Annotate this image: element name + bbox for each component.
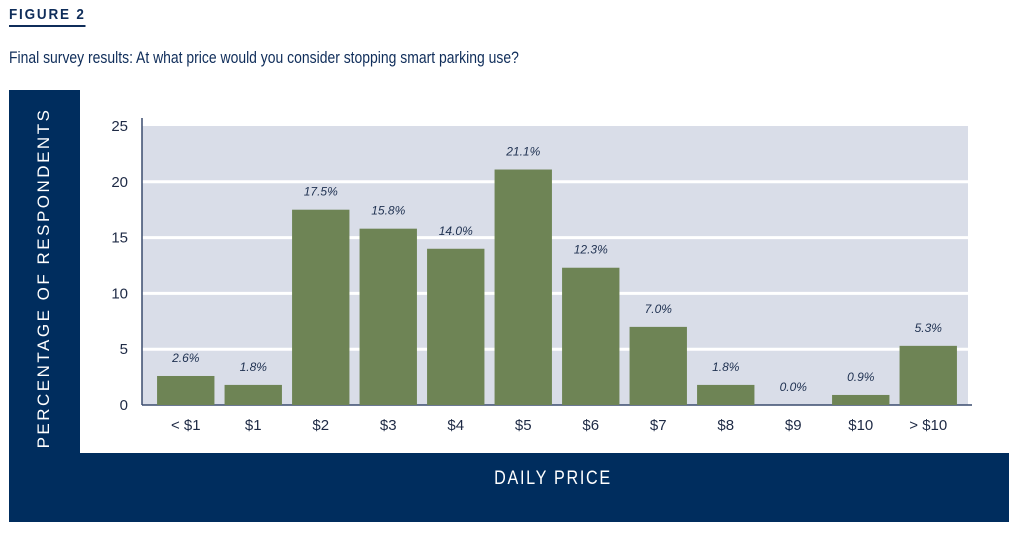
x-tick-label: $5	[515, 417, 532, 434]
bar	[427, 248, 485, 405]
data-label: 2.6%	[171, 351, 200, 365]
bar	[224, 384, 282, 405]
x-tick-label: $7	[650, 417, 667, 434]
data-label: 15.8%	[371, 204, 405, 218]
bar	[157, 375, 215, 405]
bar	[359, 228, 417, 405]
data-label: 17.5%	[304, 185, 338, 199]
y-tick-label: 5	[120, 341, 128, 358]
data-label: 12.3%	[574, 243, 608, 257]
x-tick-label: $1	[245, 417, 262, 434]
y-tick-label: 20	[111, 174, 128, 191]
bar	[697, 384, 755, 405]
x-tick-label: $8	[717, 417, 734, 434]
data-label: 5.3%	[915, 321, 943, 335]
x-tick-label: $9	[785, 417, 802, 434]
x-tick-label: > $10	[909, 417, 947, 434]
x-tick-label: $2	[312, 417, 329, 434]
data-label: 14.0%	[439, 224, 473, 238]
x-tick-label: $4	[447, 417, 464, 434]
bar	[292, 209, 350, 405]
data-label: 21.1%	[505, 145, 540, 159]
bar	[832, 394, 890, 405]
figure-label: FIGURE 2	[9, 6, 86, 27]
x-tick-label: < $1	[171, 417, 201, 434]
plot-background	[142, 126, 968, 405]
bar	[494, 169, 552, 405]
bar	[562, 267, 620, 405]
y-tick-label: 25	[111, 118, 128, 135]
data-label: 1.8%	[240, 360, 268, 374]
y-tick-label: 15	[111, 230, 128, 247]
data-label: 7.0%	[645, 302, 673, 316]
y-tick-label: 10	[111, 285, 128, 302]
x-tick-label: $3	[380, 417, 397, 434]
data-label: 0.0%	[780, 380, 808, 394]
x-tick-label: $10	[848, 417, 873, 434]
figure-title: Final survey results: At what price woul…	[9, 48, 519, 67]
data-label: 0.9%	[847, 370, 875, 384]
data-label: 1.8%	[712, 360, 740, 374]
x-axis-label: DAILY PRICE	[494, 468, 612, 489]
y-tick-label: 0	[120, 397, 128, 414]
bar	[629, 326, 687, 405]
x-tick-label: $6	[582, 417, 599, 434]
bar	[899, 345, 957, 405]
